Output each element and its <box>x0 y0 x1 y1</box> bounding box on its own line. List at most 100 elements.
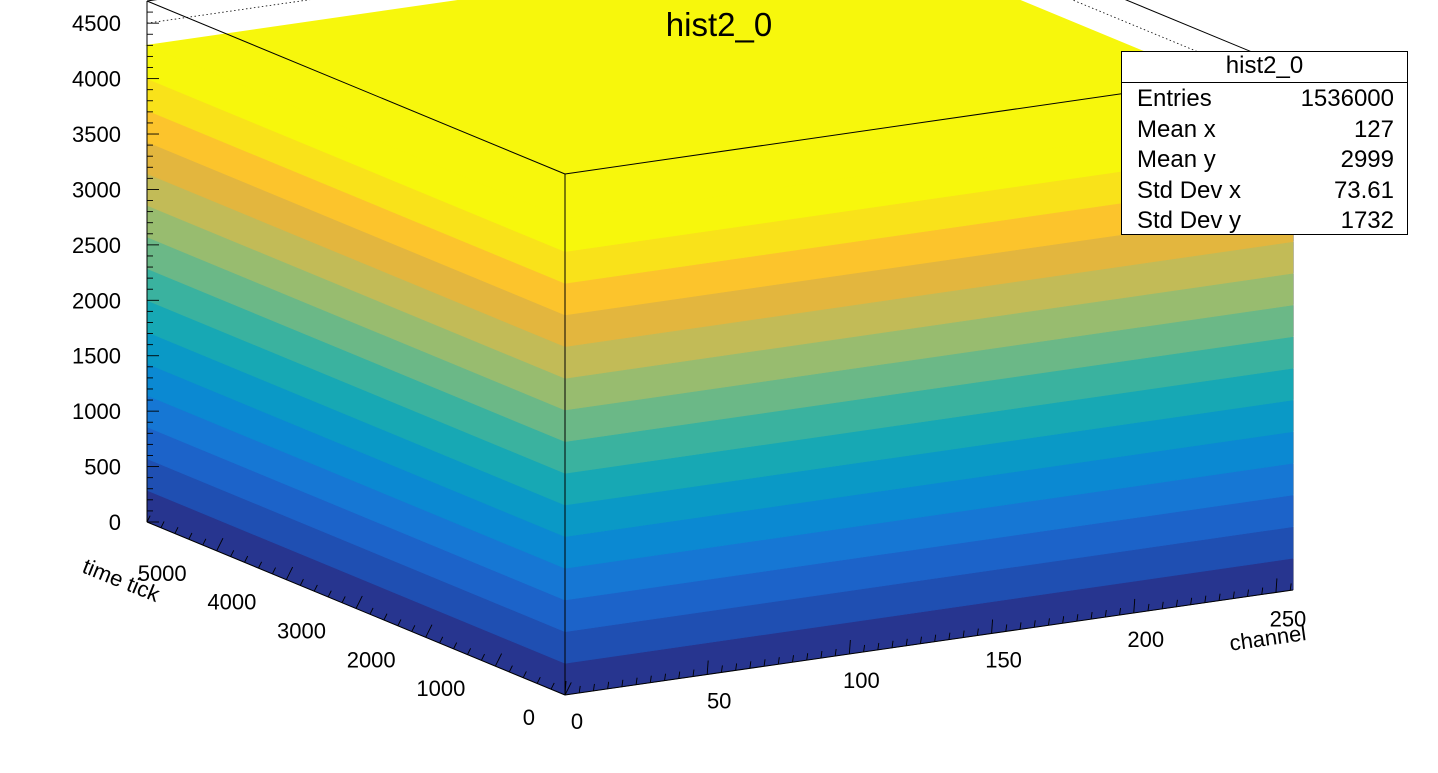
x-tick <box>934 634 937 642</box>
x-tick <box>1047 618 1050 626</box>
x-tick <box>920 636 922 644</box>
x-tick <box>1190 597 1193 605</box>
stats-value: 2999 <box>1340 146 1394 173</box>
x-tick <box>891 640 894 648</box>
y-tick <box>146 515 151 523</box>
y-tick <box>299 578 304 586</box>
x-tick <box>1019 622 1022 630</box>
stats-label: Mean y <box>1137 146 1216 173</box>
x-axis-line <box>564 589 1294 696</box>
stats-label: Entries <box>1137 85 1212 112</box>
x-tick <box>1204 595 1207 603</box>
stats-row-std-dev-x: Std Dev x 73.61 <box>1122 175 1407 206</box>
z-tick-label: 0 <box>109 510 121 535</box>
x-tick <box>1104 610 1107 618</box>
x-tick <box>1161 601 1164 609</box>
x-tick <box>877 642 880 650</box>
lego-top-face <box>145 0 1295 219</box>
y-tick <box>550 682 555 690</box>
stats-row-entries: Entries 1536000 <box>1122 83 1407 114</box>
x-tick <box>806 653 809 661</box>
x-tick <box>678 671 681 679</box>
x-tick-label: 200 <box>1127 627 1164 652</box>
x-tick <box>777 657 780 665</box>
stats-box: hist2_0 Entries 1536000 Mean x 127 Mean … <box>1121 51 1408 235</box>
x-tick-label: 0 <box>571 709 583 734</box>
y-tick-label: 1000 <box>416 676 465 701</box>
x-tick <box>664 673 666 681</box>
x-tick <box>735 663 738 671</box>
x-tick <box>607 681 610 689</box>
stats-label: Std Dev y <box>1137 207 1242 234</box>
y-tick <box>271 567 276 575</box>
x-tick <box>1261 587 1264 595</box>
y-tick <box>174 527 179 534</box>
x-tick <box>991 619 994 634</box>
x-tick <box>820 651 823 659</box>
x-tick <box>1147 603 1150 611</box>
x-tick <box>905 638 908 646</box>
front-edge <box>146 0 566 175</box>
y-tick-label: 3000 <box>277 619 326 644</box>
back-wall-edge <box>1124 0 1294 70</box>
y-tick <box>522 671 527 678</box>
stats-value: 1732 <box>1340 207 1394 234</box>
x-tick <box>1062 616 1065 624</box>
x-tick-label: 250 <box>1270 606 1307 631</box>
y-tick-label: 5000 <box>138 561 187 586</box>
stats-value: 1536000 <box>1300 85 1394 112</box>
z-tick-label: 1500 <box>72 344 121 369</box>
y-tick <box>397 619 402 627</box>
y-tick <box>411 625 416 632</box>
y-tick <box>494 653 503 667</box>
y-tick <box>244 555 249 563</box>
x-tick <box>763 659 766 667</box>
y-tick-label: 0 <box>523 705 535 730</box>
x-tick <box>592 683 595 691</box>
x-tick <box>1005 624 1008 632</box>
y-tick <box>369 607 374 615</box>
x-tick <box>1175 599 1178 607</box>
y-tick <box>230 550 235 557</box>
x-tick <box>1247 589 1249 597</box>
y-tick <box>341 596 346 603</box>
x-tick <box>749 661 752 669</box>
y-tick <box>327 590 332 598</box>
stats-row-mean-x: Mean x 127 <box>1122 114 1407 145</box>
y-tick <box>313 584 318 592</box>
stats-label: Mean x <box>1137 115 1216 143</box>
z-tick-label: 2000 <box>72 288 121 313</box>
x-tick <box>962 630 965 638</box>
x-tick <box>649 675 652 683</box>
x-tick <box>578 685 581 694</box>
x-tick <box>834 648 837 657</box>
z-tick-label: 500 <box>84 455 121 480</box>
stats-value: 127 <box>1353 115 1394 143</box>
x-tick <box>1076 614 1079 622</box>
stats-row-std-dev-y: Std Dev y 1732 <box>1122 205 1407 236</box>
y-tick <box>383 613 388 621</box>
x-tick <box>976 628 979 636</box>
y-tick <box>453 642 458 650</box>
stats-value: 73.61 <box>1333 176 1394 204</box>
y-tick <box>536 676 541 684</box>
x-tick <box>1289 583 1292 591</box>
x-tick <box>706 660 709 675</box>
y-tick <box>425 624 433 638</box>
x-tick-label: 100 <box>843 668 880 693</box>
y-tick <box>508 665 513 673</box>
z-tick-label: 2500 <box>72 233 121 258</box>
x-tick <box>1033 620 1036 628</box>
z-tick-label: 1000 <box>72 399 121 424</box>
x-tick <box>848 639 851 655</box>
y-tick <box>480 653 485 661</box>
z-tick-label: 3500 <box>72 122 121 147</box>
y-tick <box>216 538 224 552</box>
stats-row-mean-y: Mean y 2999 <box>1122 144 1407 175</box>
stats-title: hist2_0 <box>1122 52 1407 83</box>
x-tick <box>720 665 723 673</box>
plot-title: hist2_0 <box>665 6 773 43</box>
x-tick-label: 150 <box>985 647 1022 672</box>
x-tick <box>635 677 638 685</box>
